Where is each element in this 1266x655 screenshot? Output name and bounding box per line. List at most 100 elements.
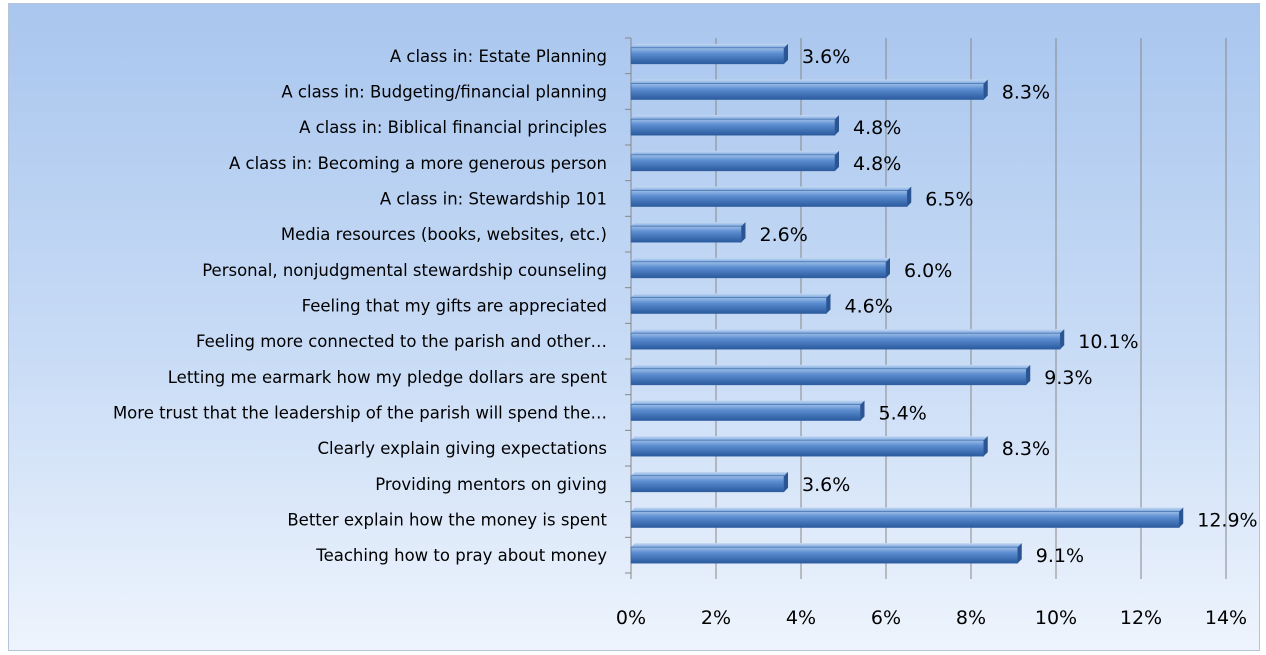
value-label: 8.3% bbox=[1002, 438, 1050, 460]
bar-side-face bbox=[983, 79, 988, 100]
bar-side-face bbox=[1179, 507, 1184, 528]
bar bbox=[630, 329, 1065, 350]
bar-top-face bbox=[631, 471, 788, 476]
bar-top-face bbox=[631, 257, 890, 262]
bar-side-face bbox=[907, 186, 912, 207]
bar bbox=[630, 43, 788, 65]
bar-top-face bbox=[631, 329, 1065, 334]
value-label: 6.0% bbox=[904, 260, 952, 282]
value-label: 9.3% bbox=[1044, 367, 1092, 389]
value-label: 2.6% bbox=[760, 224, 808, 246]
category-label: Feeling that my gifts are appreciated bbox=[302, 297, 607, 316]
bar-front-face bbox=[630, 47, 785, 65]
bar-side-face bbox=[983, 436, 988, 457]
value-label: 10.1% bbox=[1078, 331, 1138, 353]
value-label: 3.6% bbox=[802, 474, 850, 496]
value-label: 4.8% bbox=[853, 117, 901, 139]
value-label: 6.5% bbox=[925, 189, 973, 211]
category-label: More trust that the leadership of the pa… bbox=[113, 404, 607, 423]
category-label: A class in: Becoming a more generous per… bbox=[229, 154, 607, 173]
bar-front-face bbox=[630, 83, 985, 100]
value-label: 5.4% bbox=[879, 403, 927, 425]
bar-front-face bbox=[630, 118, 836, 136]
bar-front-face bbox=[630, 475, 785, 493]
bar-front-face bbox=[630, 404, 861, 421]
bar bbox=[630, 115, 839, 136]
bar bbox=[630, 150, 839, 172]
category-label: Personal, nonjudgmental stewardship coun… bbox=[202, 261, 607, 280]
value-label: 4.8% bbox=[853, 153, 901, 175]
bar bbox=[630, 507, 1184, 528]
category-label: Media resources (books, websites, etc.) bbox=[281, 225, 607, 244]
bar-side-face bbox=[835, 150, 839, 171]
value-label: 8.3% bbox=[1002, 82, 1050, 104]
bar-side-face bbox=[826, 293, 831, 314]
bar-front-face bbox=[630, 190, 908, 207]
category-label: Letting me earmark how my pledge dollars… bbox=[168, 368, 608, 387]
bar-top-face bbox=[631, 150, 839, 155]
bar bbox=[630, 186, 912, 207]
bar bbox=[630, 400, 865, 421]
bar bbox=[630, 471, 788, 493]
bar-side-face bbox=[886, 257, 890, 278]
category-label: Teaching how to pray about money bbox=[315, 546, 607, 565]
bar-side-face bbox=[741, 222, 746, 243]
bar-top-face bbox=[631, 293, 831, 298]
bar-front-face bbox=[630, 439, 985, 457]
bar-front-face bbox=[630, 546, 1019, 564]
bar-top-face bbox=[631, 400, 865, 405]
bar-front-face bbox=[630, 297, 827, 314]
bar-top-face bbox=[631, 186, 912, 191]
bars bbox=[630, 43, 1184, 564]
labels: 0% 2% 4% 6% 8% 10% 12% 14% A class in: Estate Pl… bbox=[113, 46, 1258, 629]
x-tick-label: 8% bbox=[956, 607, 986, 629]
bar-front-face bbox=[630, 261, 887, 279]
value-label: 9.1% bbox=[1036, 545, 1084, 567]
bar bbox=[630, 79, 988, 100]
bar-side-face bbox=[784, 471, 788, 492]
bar-side-face bbox=[860, 400, 865, 421]
category-label: A class in: Biblical financial principle… bbox=[299, 118, 607, 137]
bar bbox=[630, 436, 988, 457]
category-label: Clearly explain giving expectations bbox=[317, 439, 607, 458]
bar-top-face bbox=[631, 436, 988, 441]
bar-side-face bbox=[1026, 364, 1031, 385]
bar-top-face bbox=[631, 43, 788, 48]
value-label: 3.6% bbox=[802, 46, 850, 68]
bar-top-face bbox=[631, 115, 839, 120]
bar-front-face bbox=[630, 511, 1180, 528]
bar-front-face bbox=[630, 225, 742, 243]
bar-top-face bbox=[631, 222, 746, 227]
value-label: 12.9% bbox=[1197, 510, 1257, 532]
bar bbox=[630, 543, 1022, 564]
x-tick-label: 0% bbox=[616, 607, 646, 629]
bar-front-face bbox=[630, 154, 836, 172]
bar-side-face bbox=[835, 115, 839, 136]
bar-side-face bbox=[1060, 329, 1065, 350]
bar-side-face bbox=[784, 43, 788, 64]
x-tick-label: 4% bbox=[786, 607, 816, 629]
value-label: 4.6% bbox=[845, 296, 893, 318]
chart-background bbox=[8, 3, 1260, 651]
bar bbox=[630, 293, 831, 314]
x-tick-label: 12% bbox=[1120, 607, 1162, 629]
category-label: Feeling more connected to the parish and… bbox=[196, 332, 607, 351]
bar-top-face bbox=[631, 364, 1031, 369]
bar bbox=[630, 257, 890, 279]
x-tick-label: 14% bbox=[1205, 607, 1247, 629]
bar-top-face bbox=[631, 79, 988, 84]
bar bbox=[630, 364, 1031, 386]
category-label: Providing mentors on giving bbox=[375, 475, 607, 494]
bar-top-face bbox=[631, 543, 1022, 548]
x-tick-label: 6% bbox=[871, 607, 901, 629]
category-label: A class in: Budgeting/financial planning bbox=[281, 83, 607, 102]
x-tick-label: 10% bbox=[1035, 607, 1077, 629]
bar-side-face bbox=[1017, 543, 1022, 564]
bar-front-face bbox=[630, 368, 1027, 386]
category-label: A class in: Estate Planning bbox=[390, 47, 607, 66]
category-label: A class in: Stewardship 101 bbox=[380, 190, 607, 209]
bar-top-face bbox=[631, 507, 1184, 512]
category-label: Better explain how the money is spent bbox=[287, 511, 607, 530]
bar-front-face bbox=[630, 332, 1061, 350]
